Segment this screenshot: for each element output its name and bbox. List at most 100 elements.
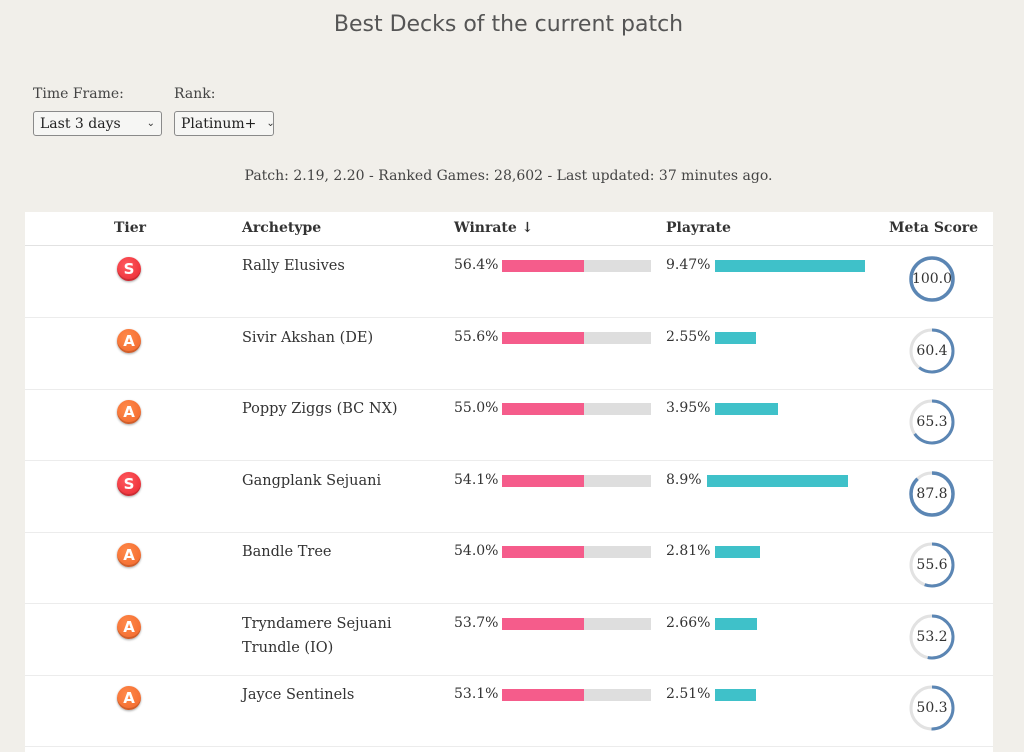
archetype-name[interactable]: Bandle Tree <box>242 544 332 560</box>
time-frame-label: Time Frame: <box>33 86 124 102</box>
playrate-value: 8.9% <box>666 471 702 488</box>
winrate-bar-fill <box>502 689 584 701</box>
winrate-bar <box>502 617 651 630</box>
meta-score-ring-fill <box>909 399 955 445</box>
archetype-name[interactable]: Tryndamere Sejuani Trundle (IO) <box>242 615 392 656</box>
table-row[interactable]: A Sivir Akshan (DE) 55.6% 2.55% 60.4 <box>25 318 993 390</box>
winrate-value: 55.6% <box>454 328 499 345</box>
meta-score-value: 50.3 <box>916 700 948 716</box>
archetype-name[interactable]: Jayce Sentinels <box>242 687 355 703</box>
playrate-bar <box>715 331 756 344</box>
column-header-tier[interactable]: Tier <box>114 220 147 236</box>
meta-score: 53.2 <box>909 614 955 660</box>
table-row[interactable]: A Bandle Tree 54.0% 2.81% 55.6 <box>25 532 993 604</box>
winrate-bar <box>502 260 651 272</box>
meta-score-ring-fill <box>909 470 955 517</box>
decks-table: Tier Archetype Winrate ↓ Playrate Meta S… <box>25 212 993 752</box>
winrate-value: 53.7% <box>454 614 499 631</box>
meta-score: 65.3 <box>909 399 955 445</box>
playrate-bar <box>707 474 848 487</box>
meta-score-ring <box>909 399 955 445</box>
winrate-bar-fill <box>502 260 584 272</box>
time-frame-filter: Time Frame: Last 3 days ⌄ <box>33 86 162 136</box>
column-header-meta-score[interactable]: Meta Score <box>889 220 979 236</box>
archetype-name[interactable]: Poppy Ziggs (BC NX) <box>242 401 398 417</box>
tier-badge: S <box>117 257 141 281</box>
winrate-bar-fill <box>502 474 584 487</box>
table-row[interactable]: S Rally Elusives 56.4% 9.47% 100.0 <box>25 246 993 318</box>
tier-badge: A <box>117 614 141 639</box>
rank-value: Platinum+ <box>181 115 257 132</box>
chevron-down-icon: ⌄ <box>266 118 275 129</box>
winrate-bar-fill <box>502 617 584 630</box>
meta-score-ring <box>909 542 955 588</box>
playrate-value: 3.95% <box>666 400 711 416</box>
tier-badge: A <box>117 400 141 424</box>
meta-score-ring-fill <box>909 256 955 302</box>
meta-score-ring-fill <box>909 542 955 588</box>
playrate-bar <box>715 617 757 630</box>
playrate-value: 9.47% <box>666 257 711 273</box>
winrate-bar <box>502 546 651 558</box>
meta-score-value: 87.8 <box>916 485 948 502</box>
tier-badge: A <box>117 686 141 710</box>
page-title: Best Decks of the current patch <box>333 12 684 37</box>
meta-score-ring <box>909 614 955 659</box>
chevron-down-icon: ⌄ <box>146 118 155 129</box>
archetype-name[interactable]: Gangplank Sejuani <box>242 472 382 489</box>
meta-score-value: 55.6 <box>916 557 948 573</box>
meta-score: 50.3 <box>909 685 955 731</box>
winrate-bar <box>502 474 651 487</box>
playrate-value: 2.55% <box>666 328 711 345</box>
tier-badge: A <box>117 328 141 353</box>
rank-label: Rank: <box>174 86 216 102</box>
meta-score-value: 53.2 <box>916 628 948 645</box>
archetype-name[interactable]: Sivir Akshan (DE) <box>242 329 374 346</box>
winrate-value: 55.0% <box>454 400 499 416</box>
playrate-value: 2.51% <box>666 686 711 702</box>
patch-info: Patch: 2.19, 2.20 - Ranked Games: 28,602… <box>244 168 773 184</box>
meta-score-ring <box>909 470 955 517</box>
table-row[interactable]: A Jayce Sentinels 53.1% 2.51% 50.3 <box>25 675 993 747</box>
rank-select[interactable]: Platinum+ ⌄ <box>174 111 275 136</box>
winrate-value: 54.1% <box>454 471 499 488</box>
table-header: Tier Archetype Winrate ↓ Playrate Meta S… <box>25 212 993 246</box>
playrate-value: 2.66% <box>666 614 711 631</box>
rank-filter: Rank: Platinum+ ⌄ <box>174 86 275 136</box>
meta-score-value: 60.4 <box>916 342 948 359</box>
meta-score-value: 100.0 <box>911 271 953 287</box>
meta-score: 60.4 <box>909 328 955 374</box>
playrate-bar <box>715 546 760 558</box>
playrate-bar <box>715 260 865 272</box>
winrate-bar-fill <box>502 546 584 558</box>
tier-badge: A <box>117 543 141 567</box>
playrate-bar <box>715 689 756 701</box>
column-header-archetype[interactable]: Archetype <box>242 220 322 236</box>
winrate-bar <box>502 403 651 415</box>
table-row[interactable]: S Gangplank Sejuani 54.1% 8.9% 87.8 <box>25 461 993 533</box>
column-header-winrate[interactable]: Winrate ↓ <box>454 220 534 236</box>
meta-score-ring-fill <box>909 328 955 373</box>
meta-score-ring <box>909 685 955 731</box>
meta-score-ring <box>909 256 955 302</box>
winrate-value: 56.4% <box>454 257 499 273</box>
archetype-name[interactable]: Rally Elusives <box>242 258 345 274</box>
meta-score: 100.0 <box>909 256 955 302</box>
winrate-value: 54.0% <box>454 543 499 559</box>
winrate-value: 53.1% <box>454 686 499 702</box>
table-row[interactable]: A Tryndamere Sejuani Trundle (IO) 53.7% 2.6… <box>25 604 993 676</box>
winrate-bar-fill <box>502 403 584 415</box>
winrate-bar-fill <box>502 331 584 344</box>
meta-score-ring-fill <box>909 685 955 731</box>
column-header-playrate[interactable]: Playrate <box>666 220 731 236</box>
time-frame-select[interactable]: Last 3 days ⌄ <box>33 111 162 136</box>
meta-score-ring-fill <box>909 614 955 659</box>
winrate-bar <box>502 331 651 344</box>
meta-score-ring <box>909 328 955 373</box>
tier-badge: S <box>117 471 141 496</box>
table-row[interactable]: A Poppy Ziggs (BC NX) 55.0% 3.95% 65.3 <box>25 389 993 461</box>
meta-score: 55.6 <box>909 542 955 588</box>
meta-score-value: 65.3 <box>916 414 948 430</box>
time-frame-value: Last 3 days <box>40 115 121 132</box>
winrate-bar <box>502 689 651 701</box>
